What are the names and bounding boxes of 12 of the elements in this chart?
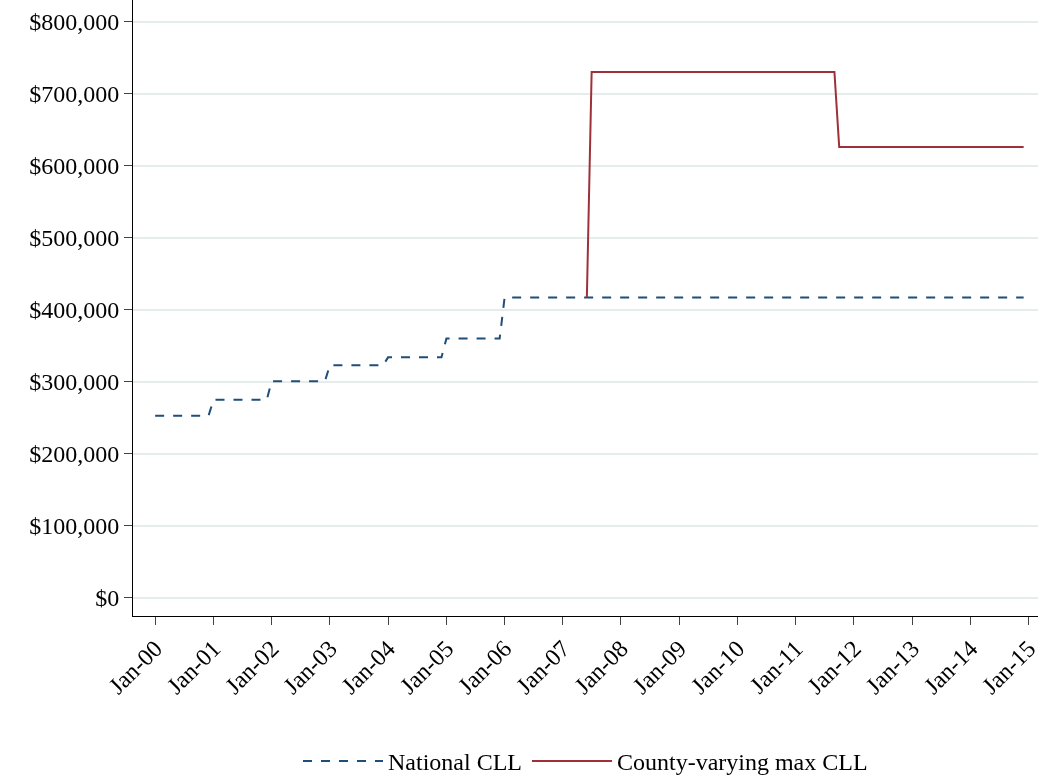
y-tick-label: $700,000: [29, 81, 120, 108]
y-tick-label: $0: [95, 585, 120, 612]
legend-label: National CLL: [388, 749, 522, 776]
y-tick-label: $300,000: [29, 369, 120, 396]
y-tick-label: $200,000: [29, 441, 120, 468]
y-tick-label: $600,000: [29, 153, 120, 180]
y-tick-label: $500,000: [29, 225, 120, 252]
y-tick-label: $800,000: [29, 9, 120, 36]
legend-label: County-varying max CLL: [616, 749, 868, 776]
y-tick-label: $100,000: [29, 513, 120, 540]
line-series: [154, 296, 1025, 417]
y-tick-label: $400,000: [29, 297, 120, 324]
